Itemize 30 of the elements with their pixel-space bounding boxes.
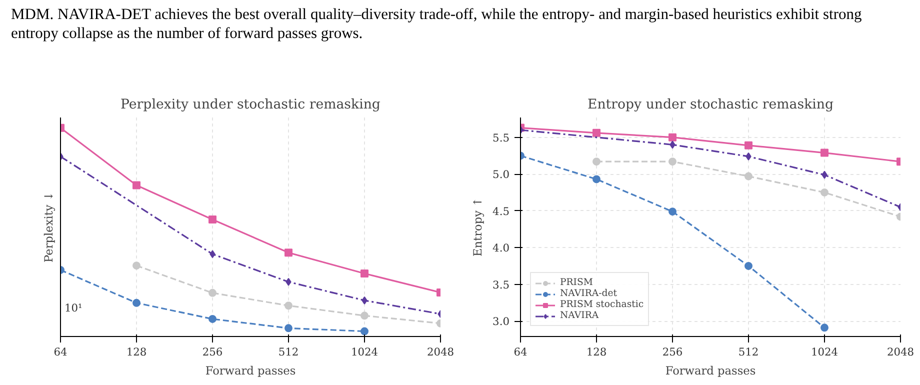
legend-label: NAVIRA <box>560 310 599 321</box>
x-tick-label: 512 <box>278 346 299 358</box>
chart-title: Entropy under stochastic remasking <box>587 98 834 112</box>
x-tick-label: 512 <box>738 346 759 358</box>
y-tick-label: 3.5 <box>492 278 510 292</box>
x-tick-label: 256 <box>662 346 683 358</box>
x-tick-label: 256 <box>202 346 223 358</box>
x-axis-title: Forward passes <box>665 364 756 378</box>
legend-label: PRISM <box>560 277 593 288</box>
legend-label: NAVIRA-det <box>560 288 618 299</box>
y-tick-label: 5.5 <box>492 131 510 144</box>
x-tick-label: 64 <box>54 346 68 358</box>
chart-title: Perplexity under stochastic remasking <box>120 98 381 112</box>
y-tick-label: 4.0 <box>492 242 510 255</box>
x-tick-label: 1024 <box>350 346 378 358</box>
x-tick-label: 64 <box>514 346 528 358</box>
annotation: 10¹ <box>64 302 82 315</box>
y-tick-label: 4.5 <box>492 204 510 218</box>
text: MDM. NAVIRA-DET achieves the best overall quality–diversity trade-off, while the entropy- and margin-based heuristics exhibit strong entropy collapse as the number of forward passes grows. <box>11 5 863 44</box>
y-tick-label: 5.0 <box>492 168 510 182</box>
x-tick-label: 2048 <box>886 346 914 358</box>
x-tick-label: 1024 <box>810 346 838 358</box>
x-tick-label: 128 <box>126 346 147 358</box>
x-tick-label: 2048 <box>426 346 454 358</box>
y-tick-label: 3.0 <box>492 315 510 328</box>
x-tick-label: 128 <box>586 346 607 358</box>
y-axis-title: Entropy ↑ <box>470 197 485 257</box>
x-axis-title: Forward passes <box>205 364 296 378</box>
y-axis-title: Perplexity ↓ <box>42 192 56 262</box>
legend-label: PRISM stochastic <box>560 299 644 310</box>
